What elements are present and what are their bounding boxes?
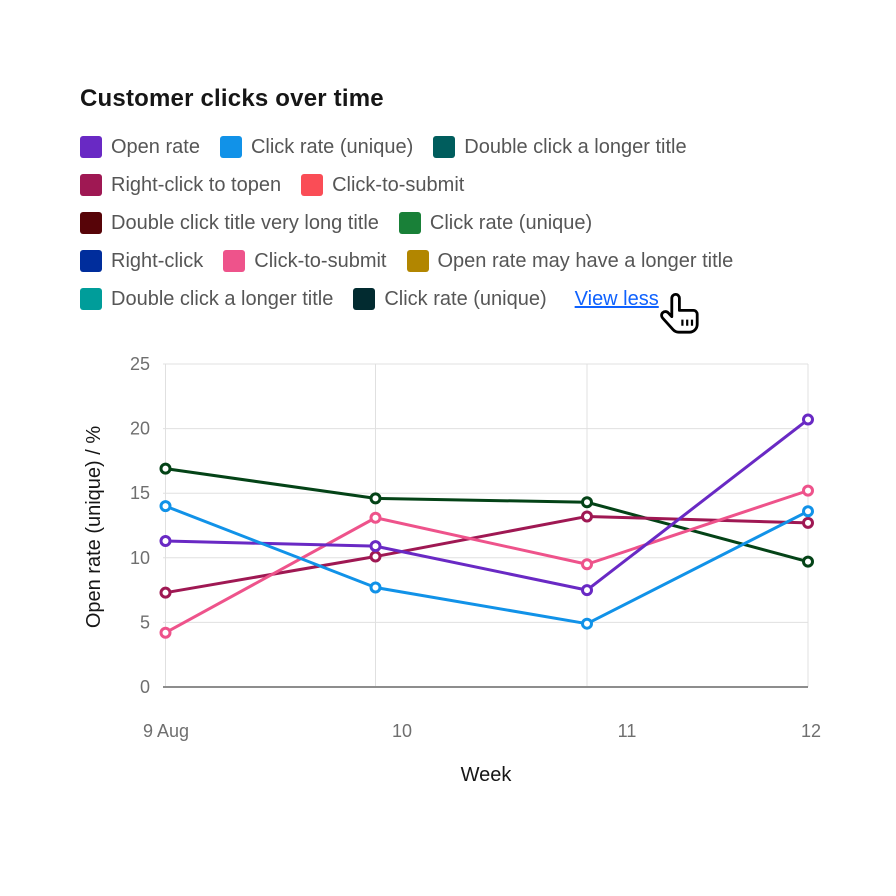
data-point [159, 626, 172, 639]
legend-item[interactable]: Click-to-submit [223, 250, 387, 272]
legend-item[interactable]: Click-to-submit [301, 174, 464, 196]
legend-item-label: Open rate [111, 136, 200, 158]
legend-swatch-icon [219, 136, 242, 158]
legend-swatch-icon [80, 288, 102, 310]
legend-item-label: Right-click to topen [111, 174, 282, 196]
legend-swatch-icon [80, 212, 102, 234]
x-tick-label: 10 [392, 721, 412, 741]
legend-item[interactable]: Right-click [80, 250, 203, 272]
data-point [581, 558, 593, 571]
data-point [802, 555, 814, 568]
legend-swatch-icon [80, 174, 102, 196]
data-point [581, 584, 593, 597]
data-point [369, 540, 382, 553]
x-tick-label: 9 Aug [143, 721, 189, 741]
data-point [581, 617, 593, 630]
legend-item-label: Double click a longer title [111, 288, 334, 310]
legend-swatch-icon [223, 250, 246, 272]
legend: Open rate Click rate (unique) Double click… [80, 136, 733, 310]
data-point [159, 500, 172, 513]
legend-swatch-icon [406, 250, 429, 272]
series-line [164, 467, 810, 564]
legend-swatch-icon [80, 250, 102, 272]
data-point [159, 586, 172, 599]
y-tick-label: 5 [140, 612, 150, 632]
x-tick-label: 11 [618, 721, 637, 741]
legend-item[interactable]: Click rate (unique) [398, 212, 593, 234]
legend-swatch-icon [80, 136, 102, 158]
legend-item[interactable]: Open rate may have a longer title [406, 250, 734, 272]
legend-item-label: Double click a longer title [464, 136, 687, 158]
legend-item-label: Click rate (unique) [429, 212, 593, 234]
data-point [581, 496, 593, 509]
legend-item-label: Click rate (unique) [250, 136, 414, 158]
legend-item[interactable]: Click rate (unique) [219, 136, 414, 158]
legend-row: Double click a longer title Click rate (u… [80, 288, 733, 310]
legend-item-label: Click-to-submit [254, 250, 387, 272]
x-tick-label: 12 [801, 721, 821, 741]
legend-item-label: Click-to-submit [332, 174, 465, 196]
y-axis-title: Open rate (unique) / % [83, 426, 105, 629]
legend-swatch-icon [301, 174, 324, 196]
y-tick-label: 10 [130, 548, 150, 568]
y-tick-label: 20 [130, 419, 150, 439]
legend-item[interactable]: Double click title very long title [80, 212, 379, 234]
legend-item[interactable]: Double click a longer title [80, 288, 333, 310]
legend-item-label: Double click title very long title [111, 212, 379, 234]
legend-item[interactable]: Click rate (unique) [353, 288, 547, 310]
legend-item-label: Open rate may have a longer title [437, 250, 734, 272]
data-point [802, 484, 814, 497]
data-point [159, 535, 172, 548]
view-less-link[interactable]: View less [574, 287, 659, 310]
legend-item-label: Click rate (unique) [384, 288, 547, 310]
legend-swatch-icon [433, 136, 456, 158]
y-tick-label: 15 [130, 483, 150, 503]
legend-row: Right-click to topen Click-to-submit [80, 174, 733, 196]
legend-item[interactable]: Open rate [80, 136, 200, 158]
data-point [369, 581, 382, 594]
data-point [369, 492, 382, 505]
data-point [369, 511, 382, 524]
legend-item[interactable]: Right-click to topen [80, 174, 281, 196]
data-point [159, 462, 172, 475]
legend-swatch-icon [353, 288, 376, 310]
legend-swatch-icon [398, 212, 421, 234]
legend-item[interactable]: Double click a longer title [433, 136, 687, 158]
legend-row: Open rate Click rate (unique) Double click… [80, 136, 733, 158]
chart-title: Customer clicks over time [80, 85, 384, 112]
series-line [164, 504, 810, 626]
data-point [369, 550, 382, 563]
data-point [802, 413, 814, 426]
data-point [802, 505, 814, 518]
x-axis-title: Week [461, 764, 513, 786]
y-tick-label: 0 [140, 677, 150, 697]
data-point [581, 510, 593, 523]
y-tick-label: 25 [130, 354, 150, 374]
series-line [164, 418, 810, 592]
legend-item-label: Right-click [111, 250, 204, 272]
legend-row: Right-click Click-to-submit Open rate may … [80, 250, 733, 272]
series-line [164, 489, 810, 635]
gridlines [163, 363, 809, 687]
data-point [802, 516, 814, 529]
legend-row: Double click title very long title Click … [80, 212, 733, 234]
